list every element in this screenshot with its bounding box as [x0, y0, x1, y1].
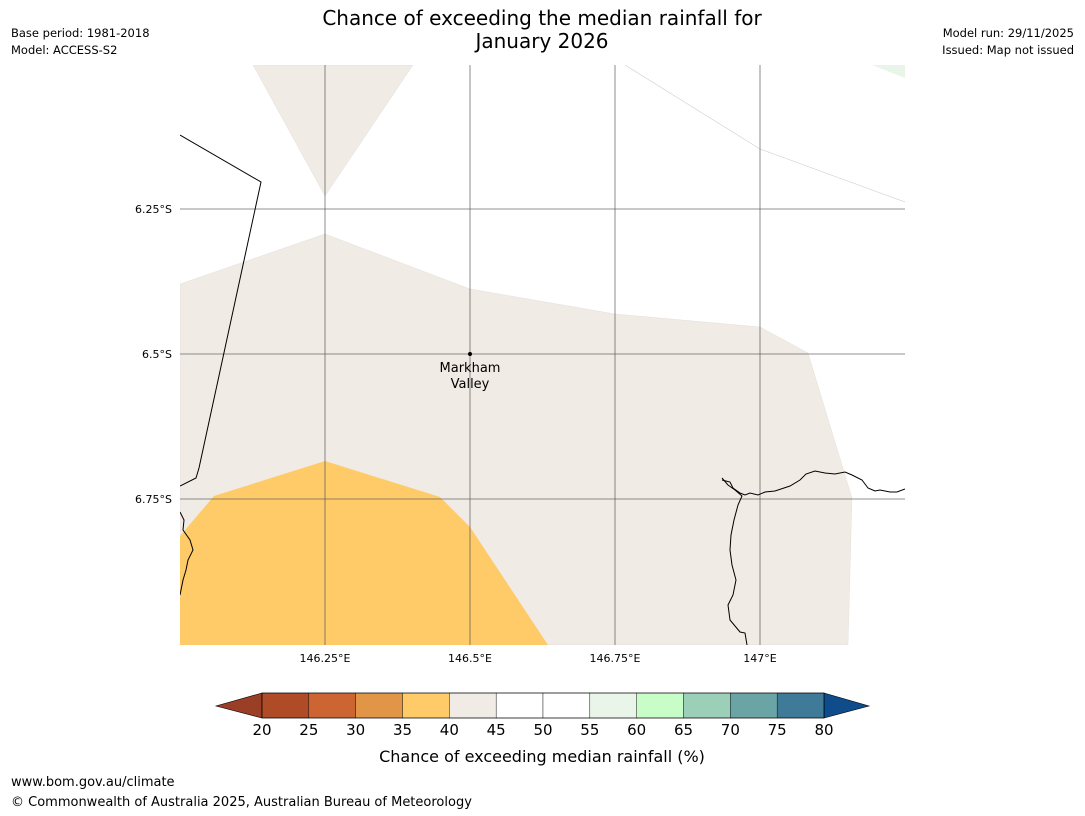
- colorbar-segment: [636, 692, 684, 719]
- model-run: Model run: 29/11/2025: [942, 26, 1074, 40]
- copyright: © Commonwealth of Australia 2025, Austra…: [11, 795, 472, 810]
- colorbar-segment: [589, 692, 637, 719]
- coast-southwest: [180, 511, 194, 596]
- colorbar-segment: [402, 692, 450, 719]
- colorbar-tick-label: 50: [533, 721, 552, 739]
- lon-label: 146.25°E: [300, 652, 351, 665]
- region-40-45-north: [252, 65, 414, 197]
- colorbar-segment: [542, 692, 591, 719]
- colorbar-tick-label: 25: [299, 721, 318, 739]
- colorbar: 20 25 30 35 40 45 50 55 60 65 70 75 80 Chance of exc…: [214, 692, 871, 766]
- lat-label: 6.75°S: [135, 493, 172, 506]
- colorbar-over-arrow: [823, 692, 871, 719]
- lon-label: 146.5°E: [448, 652, 492, 665]
- colorbar-segment: [449, 692, 497, 719]
- colorbar-segment: [495, 692, 544, 719]
- colorbar-segment: [730, 692, 778, 719]
- colorbar-segment: [683, 692, 731, 719]
- colorbar-tick-label: 75: [768, 721, 787, 739]
- place-label-line-2: Valley: [451, 377, 490, 392]
- title-line-1: Chance of exceeding the median rainfall …: [322, 6, 762, 30]
- coast-river-east: [721, 470, 905, 496]
- model-info: Base period: 1981-2018 Model: ACCESS-S2: [11, 25, 150, 59]
- graticule: [180, 65, 905, 645]
- colorbar-tick-label: 35: [393, 721, 412, 739]
- lon-label: 147°E: [743, 652, 776, 665]
- run-info: Model run: 29/11/2025 Issued: Map not is…: [942, 25, 1074, 59]
- colorbar-segment: [355, 692, 403, 719]
- colorbar-tick-label: 80: [814, 721, 833, 739]
- colorbar-label: Chance of exceeding median rainfall (%): [379, 747, 705, 766]
- colorbar-tick-label: 65: [674, 721, 693, 739]
- map-area: [180, 65, 905, 645]
- colorbar-tick-label: 60: [627, 721, 646, 739]
- colorbar-tick-label: 40: [440, 721, 459, 739]
- location-marker: [468, 352, 472, 356]
- region-35-40-south: [180, 461, 548, 645]
- colorbar-ticks: 20 25 30 35 40 45 50 55 60 65 70 75 80: [252, 721, 833, 739]
- colorbar-under-arrow: [214, 692, 263, 719]
- border-west: [180, 134, 262, 487]
- colorbar-segment: [308, 692, 356, 719]
- region-60-65-corner: [872, 65, 905, 78]
- colorbar-segment: [776, 692, 825, 719]
- colorbar-tick-label: 30: [346, 721, 365, 739]
- base-period: Base period: 1981-2018: [11, 26, 150, 40]
- colorbar-tick-label: 70: [721, 721, 740, 739]
- colorbar-tick-label: 55: [580, 721, 599, 739]
- lat-label: 6.5°S: [142, 348, 172, 361]
- place-label-line-1: Markham: [440, 361, 501, 376]
- coastlines: [180, 134, 905, 645]
- map-title: Chance of exceeding the median rainfall …: [242, 7, 842, 53]
- colorbar-segments: [261, 692, 825, 719]
- lat-label: 6.25°S: [135, 203, 172, 216]
- lon-labels: 146.25°E 146.5°E 146.75°E 147°E: [300, 652, 777, 665]
- colorbar-frame: [261, 692, 825, 719]
- river-channel: [721, 477, 748, 645]
- model-name: Model: ACCESS-S2: [11, 43, 118, 57]
- source-url: www.bom.gov.au/climate: [11, 775, 175, 790]
- colorbar-tick-label: 45: [487, 721, 506, 739]
- colorbar-segment: [261, 692, 310, 719]
- colorbar-tick-label: 20: [252, 721, 271, 739]
- lat-labels: 6.25°S 6.5°S 6.75°S: [135, 203, 172, 506]
- lon-label: 146.75°E: [590, 652, 641, 665]
- title-line-2: January 2026: [475, 29, 609, 53]
- issued-status: Issued: Map not issued: [942, 43, 1074, 57]
